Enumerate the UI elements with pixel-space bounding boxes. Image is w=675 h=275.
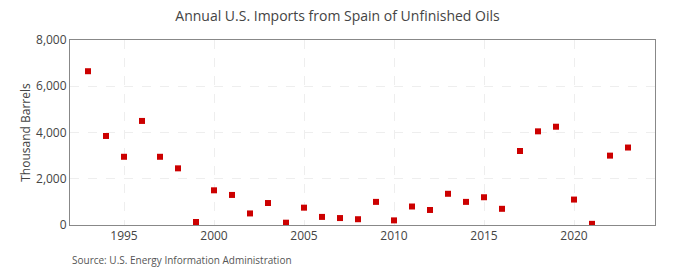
svg-text:2000: 2000 (200, 227, 228, 244)
svg-text:2010: 2010 (380, 227, 408, 244)
svg-text:8,000: 8,000 (36, 31, 67, 48)
svg-text:Annual U.S. Imports from Spain: Annual U.S. Imports from Spain of Unfini… (175, 6, 500, 25)
svg-text:4,000: 4,000 (36, 124, 67, 141)
svg-text:0: 0 (60, 216, 67, 233)
svg-text:2,000: 2,000 (36, 170, 67, 187)
svg-text:Source: U.S. Energy Informatio: Source: U.S. Energy Information Administ… (72, 253, 292, 267)
svg-text:2020: 2020 (560, 227, 588, 244)
svg-text:Thousand Barrels: Thousand Barrels (17, 83, 34, 182)
svg-text:2005: 2005 (290, 227, 318, 244)
svg-text:6,000: 6,000 (36, 77, 67, 94)
svg-text:1995: 1995 (110, 227, 138, 244)
svg-text:2015: 2015 (470, 227, 498, 244)
